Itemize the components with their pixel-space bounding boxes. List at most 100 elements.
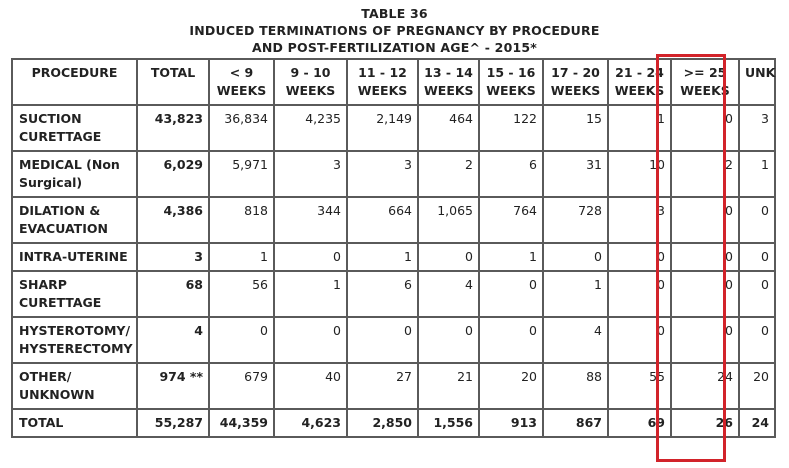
value-cell: 55 [607, 362, 672, 410]
value-cell: 31 [542, 150, 609, 198]
value-cell: 3 [738, 104, 776, 152]
table-row: DILATION & EVACUATION 4,386 818 344 664 … [11, 196, 776, 244]
column-header-21-24: 21 - 24 WEEKS [607, 58, 672, 106]
total-cell: 3 [136, 242, 210, 272]
total-cell: 4 [136, 316, 210, 364]
value-cell: 0 [738, 196, 776, 244]
value-cell: 0 [273, 316, 348, 364]
total-cell: 974 ** [136, 362, 210, 410]
procedure-cell: TOTAL [11, 408, 138, 438]
value-cell: 1 [208, 242, 275, 272]
value-cell: 1 [273, 270, 348, 318]
column-header-15-16: 15 - 16 WEEKS [478, 58, 544, 106]
value-cell: 0 [607, 270, 672, 318]
value-cell: 4,235 [273, 104, 348, 152]
value-cell: 0 [273, 242, 348, 272]
value-cell: 20 [478, 362, 544, 410]
value-cell: 0 [208, 316, 275, 364]
value-cell: 0 [607, 316, 672, 364]
column-header-13-14: 13 - 14 WEEKS [417, 58, 480, 106]
value-cell: 0 [607, 242, 672, 272]
column-header-17-20: 17 - 20 WEEKS [542, 58, 609, 106]
column-header-unk: UNK [738, 58, 776, 106]
value-cell: 4,623 [273, 408, 348, 438]
value-cell: 0 [346, 316, 419, 364]
value-cell: 1 [346, 242, 419, 272]
value-cell: 122 [478, 104, 544, 152]
value-cell: 69 [607, 408, 672, 438]
column-header-9-10: 9 - 10 WEEKS [273, 58, 348, 106]
total-cell: 68 [136, 270, 210, 318]
value-cell: 0 [738, 316, 776, 364]
value-cell: 20 [738, 362, 776, 410]
value-cell: 0 [417, 316, 480, 364]
value-cell: 1 [738, 150, 776, 198]
value-cell: 56 [208, 270, 275, 318]
value-cell: 4 [417, 270, 480, 318]
value-cell: 0 [417, 242, 480, 272]
table-row: SHARP CURETTAGE 68 56 1 6 4 0 1 0 0 0 [11, 270, 776, 318]
procedure-cell: SUCTION CURETTAGE [11, 104, 138, 152]
value-cell: 40 [273, 362, 348, 410]
value-cell: 44,359 [208, 408, 275, 438]
value-cell: 1 [478, 242, 544, 272]
value-cell: 0 [670, 196, 740, 244]
value-cell: 10 [607, 150, 672, 198]
total-cell: 6,029 [136, 150, 210, 198]
value-cell: 1 [607, 104, 672, 152]
value-cell: 0 [670, 316, 740, 364]
table-title: INDUCED TERMINATIONS OF PREGNANCY BY PRO… [189, 23, 600, 38]
table-number: TABLE 36 [361, 6, 428, 21]
value-cell: 2,149 [346, 104, 419, 152]
total-cell: 4,386 [136, 196, 210, 244]
column-header-total: TOTAL [136, 58, 210, 106]
value-cell: 24 [738, 408, 776, 438]
value-cell: 1,556 [417, 408, 480, 438]
procedure-cell: SHARP CURETTAGE [11, 270, 138, 318]
total-cell: 43,823 [136, 104, 210, 152]
value-cell: 2 [670, 150, 740, 198]
value-cell: 36,834 [208, 104, 275, 152]
table-row: SUCTION CURETTAGE 43,823 36,834 4,235 2,… [11, 104, 776, 152]
value-cell: 1 [542, 270, 609, 318]
total-row: TOTAL 55,287 44,359 4,623 2,850 1,556 91… [11, 408, 776, 438]
value-cell: 24 [670, 362, 740, 410]
procedure-cell: INTRA-UTERINE [11, 242, 138, 272]
value-cell: 0 [478, 316, 544, 364]
value-cell: 2,850 [346, 408, 419, 438]
value-cell: 867 [542, 408, 609, 438]
value-cell: 764 [478, 196, 544, 244]
value-cell: 0 [738, 242, 776, 272]
value-cell: 21 [417, 362, 480, 410]
column-header-procedure: PROCEDURE [11, 58, 138, 106]
value-cell: 26 [670, 408, 740, 438]
value-cell: 2 [417, 150, 480, 198]
value-cell: 728 [542, 196, 609, 244]
value-cell: 0 [738, 270, 776, 318]
header-row: PROCEDURE TOTAL < 9 WEEKS 9 - 10 WEEKS 1… [11, 58, 776, 106]
value-cell: 0 [542, 242, 609, 272]
table-row: INTRA-UTERINE 3 1 0 1 0 1 0 0 0 0 [11, 242, 776, 272]
value-cell: 1,065 [417, 196, 480, 244]
value-cell: 88 [542, 362, 609, 410]
procedure-cell: OTHER/ UNKNOWN [11, 362, 138, 410]
value-cell: 3 [346, 150, 419, 198]
value-cell: 0 [478, 270, 544, 318]
value-cell: 464 [417, 104, 480, 152]
value-cell: 0 [670, 270, 740, 318]
terminations-table: PROCEDURE TOTAL < 9 WEEKS 9 - 10 WEEKS 1… [11, 58, 776, 438]
procedure-cell: HYSTEROTOMY/ HYSTERECTOMY [11, 316, 138, 364]
value-cell: 0 [670, 242, 740, 272]
table-row: HYSTEROTOMY/ HYSTERECTOMY 4 0 0 0 0 0 4 … [11, 316, 776, 364]
value-cell: 664 [346, 196, 419, 244]
value-cell: 0 [670, 104, 740, 152]
value-cell: 27 [346, 362, 419, 410]
value-cell: 5,971 [208, 150, 275, 198]
value-cell: 679 [208, 362, 275, 410]
table-row: OTHER/ UNKNOWN 974 ** 679 40 27 21 20 88… [11, 362, 776, 410]
value-cell: 15 [542, 104, 609, 152]
column-header-ge25: >= 25 WEEKS [670, 58, 740, 106]
value-cell: 4 [542, 316, 609, 364]
value-cell: 344 [273, 196, 348, 244]
value-cell: 818 [208, 196, 275, 244]
